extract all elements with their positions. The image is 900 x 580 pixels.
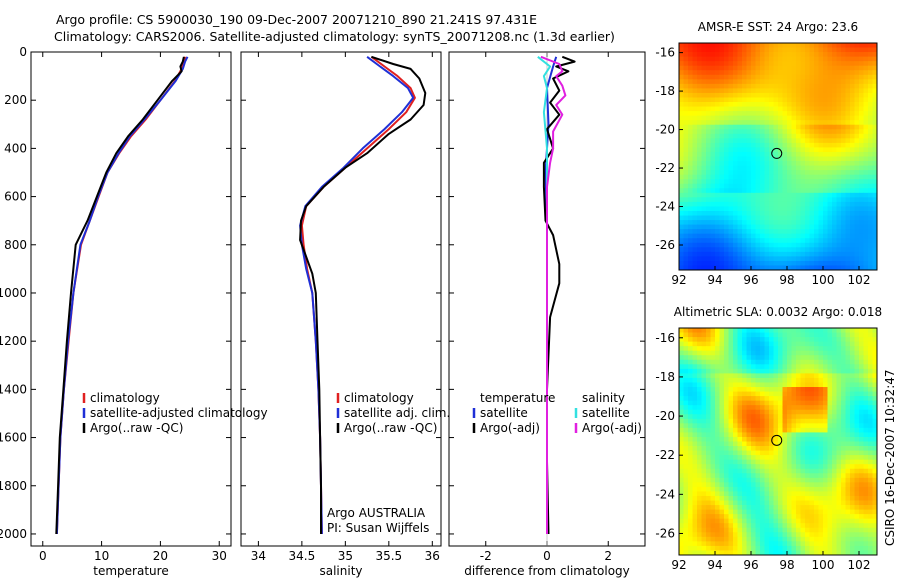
x-axis-label: temperature: [93, 564, 168, 578]
panel-annotation: PI: Susan Wijffels: [327, 521, 429, 535]
salinity-panel: 34 34.5 35 35.5 36 salinity climatologysatelli…: [240, 51, 450, 578]
figure-title-line-2: Climatology: CARS2006. Satellite-adjuste…: [54, 29, 615, 44]
argo-location-marker: [771, 434, 783, 446]
series-line-climatology: [55, 56, 187, 535]
x-tick-label: 35.5: [375, 549, 402, 563]
map-x-tick-label: 102: [848, 273, 871, 287]
y-tick-label: 800: [4, 238, 27, 252]
x-tick-label: 35: [338, 549, 353, 563]
map-x-tick-label: 100: [812, 273, 835, 287]
map-y-tick-label: -22: [655, 161, 675, 175]
side-label: CSIRO 16-Dec-2007 10:32:47: [883, 369, 897, 546]
y-tick-label: 600: [4, 190, 27, 204]
map-x-tick-label: 94: [707, 273, 722, 287]
map-frame: [678, 327, 878, 556]
legend-group-title: salinity: [582, 391, 625, 405]
x-tick-label: 2: [604, 549, 612, 563]
legend-entry: Argo(..raw -QC): [90, 421, 183, 435]
legend-entry: satellite-adjusted climatology: [90, 406, 268, 420]
series-line-salinity_argo: [540, 55, 567, 534]
series-line-argo: [542, 55, 576, 535]
panel-annotation: Argo AUSTRALIA: [327, 506, 426, 520]
y-tick-label: 400: [4, 141, 27, 155]
legend-group-title: temperature: [480, 391, 555, 405]
map-x-tick-label: 98: [779, 558, 794, 572]
map-y-tick-label: -16: [655, 331, 675, 345]
map-y-tick-label: -16: [655, 46, 675, 60]
sst-map-panel: 92 94 96 98 100 102 -16 -18 -20 -22 -24 -26 AMSR-E S…: [655, 20, 878, 287]
map-y-tick-label: -18: [655, 84, 675, 98]
x-tick-label: 34: [251, 549, 266, 563]
x-tick-label: 0: [39, 549, 47, 563]
legend-entry: satellite adj. clim.: [344, 406, 450, 420]
map-x-tick-label: 96: [743, 558, 758, 572]
map-field: [679, 43, 878, 271]
map-x-tick-label: 92: [671, 558, 686, 572]
y-tick-label: 1200: [0, 334, 27, 348]
map-x-tick-label: 98: [779, 273, 794, 287]
map-y-tick-label: -26: [655, 238, 675, 252]
sla-map-panel: 92 94 96 98 100 102 -16 -18 -20 -22 -24 -26 Altimetr…: [655, 305, 882, 572]
map-x-tick-label: 94: [707, 558, 722, 572]
map-y-tick-label: -20: [655, 123, 675, 137]
series-line-satellite: [55, 56, 189, 535]
x-tick-label: 0: [543, 549, 551, 563]
argo-location-marker: [771, 147, 783, 159]
map-x-tick-label: 92: [671, 273, 686, 287]
map-frame: [678, 42, 878, 271]
map-title: Altimetric SLA: 0.0032 Argo: 0.018: [674, 305, 882, 319]
x-tick-label: 20: [153, 549, 168, 563]
x-tick-label: 36: [425, 549, 440, 563]
figure-title-line-1: Argo profile: CS 5900030_190 09-Dec-2007…: [56, 12, 537, 27]
map-x-tick-label: 100: [812, 558, 835, 572]
temperature-panel: 0 10 20 30 0 200 400 600 800 1000 1200 1400 1600 1800…: [0, 45, 268, 578]
y-tick-label: 200: [4, 93, 27, 107]
legend-entry: Argo(..raw -QC): [344, 421, 437, 435]
map-x-tick-label: 96: [743, 273, 758, 287]
map-field: [679, 328, 878, 556]
series-line-argo: [299, 55, 427, 534]
y-tick-label: 2000: [0, 527, 27, 541]
map-y-tick-label: -24: [655, 487, 675, 501]
y-tick-label: 0: [19, 45, 27, 59]
legend-entry: climatology: [344, 391, 414, 405]
legend-entry: Argo(-adj): [480, 421, 540, 435]
series-line-argo: [55, 56, 185, 535]
map-y-tick-label: -18: [655, 370, 675, 384]
y-tick-label: 1000: [0, 286, 27, 300]
legend-entry: Argo(-adj): [582, 421, 642, 435]
x-tick-label: 10: [94, 549, 109, 563]
legend-entry: satellite: [582, 406, 630, 420]
x-tick-label: -2: [480, 549, 492, 563]
map-y-tick-label: -22: [655, 448, 675, 462]
x-axis-label: difference from climatology: [464, 564, 630, 578]
x-axis-label: salinity: [319, 564, 362, 578]
legend-entry: climatology: [90, 391, 160, 405]
map-x-tick-label: 102: [848, 558, 871, 572]
y-tick-label: 1600: [0, 431, 27, 445]
x-tick-label: 34.5: [289, 549, 316, 563]
legend-entry: satellite: [480, 406, 528, 420]
y-tick-label: 1800: [0, 479, 27, 493]
map-y-tick-label: -26: [655, 526, 675, 540]
map-y-tick-label: -24: [655, 200, 675, 214]
plot-frame: [240, 51, 442, 547]
x-tick-label: 30: [212, 549, 227, 563]
plot-frame: [30, 51, 232, 547]
y-tick-label: 1400: [0, 382, 27, 396]
map-title: AMSR-E SST: 24 Argo: 23.6: [698, 20, 858, 34]
map-y-tick-label: -20: [655, 409, 675, 423]
